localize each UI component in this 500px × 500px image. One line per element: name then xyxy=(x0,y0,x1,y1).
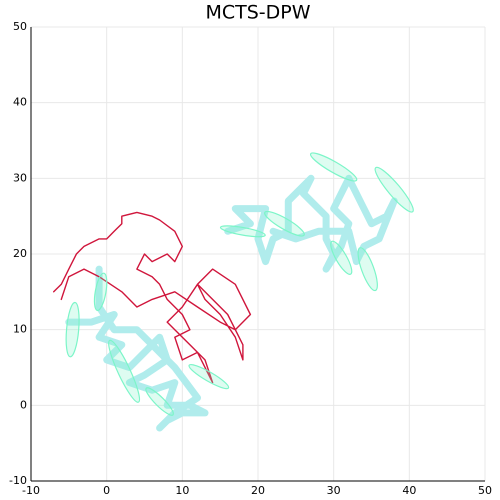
ellipse xyxy=(65,301,80,358)
ellipse xyxy=(108,339,141,403)
x-tick-label: 10 xyxy=(175,484,189,497)
y-tick-label: 20 xyxy=(13,247,27,260)
x-tick-label: 50 xyxy=(478,484,492,497)
y-tick-label: -10 xyxy=(9,474,27,487)
ellipse xyxy=(219,225,266,238)
ellipse xyxy=(357,247,378,292)
ellipse xyxy=(330,240,353,275)
ellipse xyxy=(264,210,305,237)
ellipse xyxy=(145,387,174,416)
x-tick-label: 40 xyxy=(402,484,416,497)
y-tick-label: 0 xyxy=(20,398,27,411)
ellipse xyxy=(374,166,414,213)
y-tick-label: 40 xyxy=(13,96,27,109)
cluster-path xyxy=(65,174,398,432)
chart-title: MCTS-DPW xyxy=(205,2,310,24)
ellipse xyxy=(93,272,108,312)
x-tick-label: 20 xyxy=(251,484,265,497)
y-tick-label: 10 xyxy=(13,323,27,336)
x-tick-label: 0 xyxy=(103,484,110,497)
ellipse xyxy=(188,363,230,390)
ellipse xyxy=(309,152,358,182)
x-tick-label: -10 xyxy=(22,484,40,497)
x-tick-label: 30 xyxy=(327,484,341,497)
y-tick-label: 50 xyxy=(13,20,27,33)
y-tick-label: 30 xyxy=(13,171,27,184)
trajectory xyxy=(53,211,252,384)
